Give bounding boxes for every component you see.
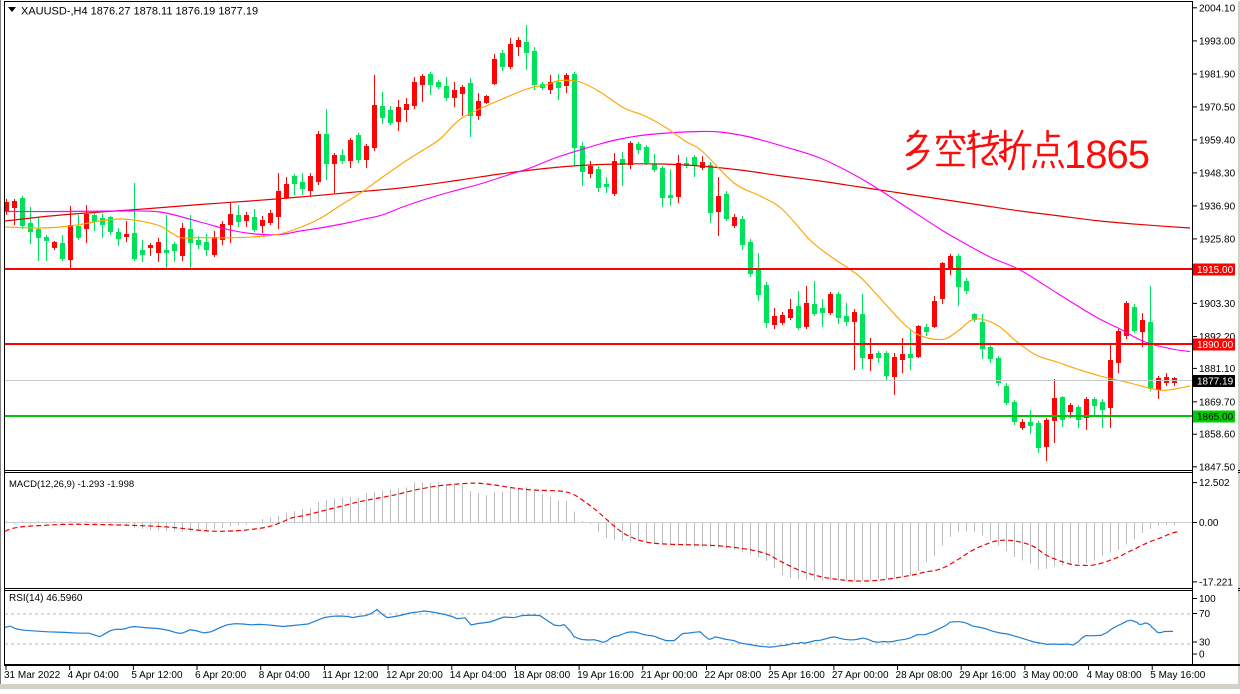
svg-text:4 Apr 04:00: 4 Apr 04:00 (68, 670, 120, 681)
svg-text:8 Apr 04:00: 8 Apr 04:00 (259, 670, 311, 681)
svg-text:27 Apr 00:00: 27 Apr 00:00 (832, 670, 889, 681)
svg-text:1877.19: 1877.19 (1197, 377, 1234, 388)
svg-text:1865: 1865 (1064, 133, 1149, 177)
svg-text:1981.90: 1981.90 (1199, 70, 1236, 81)
svg-text:18 Apr 08:00: 18 Apr 08:00 (513, 670, 570, 681)
svg-text:12.502: 12.502 (1199, 478, 1230, 489)
svg-text:1959.40: 1959.40 (1199, 135, 1236, 146)
svg-text:RSI(14) 46.5960: RSI(14) 46.5960 (9, 593, 83, 604)
svg-text:1970.50: 1970.50 (1199, 102, 1236, 113)
svg-text:1915.00: 1915.00 (1197, 265, 1234, 276)
svg-text:MACD(12,26,9) -1.293 -1.998: MACD(12,26,9) -1.293 -1.998 (9, 479, 134, 490)
svg-text:22 Apr 08:00: 22 Apr 08:00 (704, 670, 761, 681)
svg-text:5 May 16:00: 5 May 16:00 (1150, 670, 1205, 681)
svg-text:70: 70 (1199, 609, 1211, 620)
svg-text:1881.10: 1881.10 (1199, 364, 1236, 375)
svg-text:0: 0 (1199, 650, 1205, 661)
svg-text:1993.00: 1993.00 (1199, 36, 1236, 47)
svg-text:0.00: 0.00 (1199, 518, 1219, 529)
svg-text:11 Apr 12:00: 11 Apr 12:00 (322, 670, 378, 681)
svg-text:1847.50: 1847.50 (1199, 462, 1236, 473)
svg-text:19 Apr 16:00: 19 Apr 16:00 (577, 670, 634, 681)
svg-text:1890.00: 1890.00 (1197, 340, 1234, 351)
svg-text:1948.30: 1948.30 (1199, 168, 1236, 179)
svg-text:14 Apr 04:00: 14 Apr 04:00 (450, 670, 507, 681)
svg-text:-17.221: -17.221 (1199, 577, 1233, 588)
svg-text:4 May 08:00: 4 May 08:00 (1087, 670, 1142, 681)
svg-text:29 Apr 16:00: 29 Apr 16:00 (959, 670, 1016, 681)
svg-text:25 Apr 16:00: 25 Apr 16:00 (768, 670, 825, 681)
svg-text:2004.10: 2004.10 (1199, 3, 1236, 14)
svg-text:5 Apr 12:00: 5 Apr 12:00 (131, 670, 183, 681)
svg-text:1858.60: 1858.60 (1199, 430, 1236, 441)
svg-text:6 Apr 20:00: 6 Apr 20:00 (195, 670, 247, 681)
svg-text:30: 30 (1199, 638, 1211, 649)
svg-text:21 Apr 00:00: 21 Apr 00:00 (641, 670, 698, 681)
svg-text:1892.20: 1892.20 (1199, 332, 1236, 343)
svg-text:100: 100 (1199, 594, 1216, 605)
svg-text:XAUUSD-,H4 1876.27 1878.11 18: XAUUSD-,H4 1876.27 1878.11 1876.19 1877.… (21, 6, 258, 18)
svg-text:1936.90: 1936.90 (1199, 201, 1236, 212)
svg-text:1865.00: 1865.00 (1197, 412, 1234, 423)
svg-text:3 May 00:00: 3 May 00:00 (1023, 670, 1078, 681)
svg-text:12 Apr 20:00: 12 Apr 20:00 (386, 670, 443, 681)
svg-text:31 Mar 2022: 31 Mar 2022 (4, 670, 61, 681)
svg-text:1869.70: 1869.70 (1199, 397, 1236, 408)
svg-text:1903.30: 1903.30 (1199, 299, 1236, 310)
svg-text:1925.80: 1925.80 (1199, 234, 1236, 245)
svg-text:28 Apr 08:00: 28 Apr 08:00 (896, 670, 953, 681)
